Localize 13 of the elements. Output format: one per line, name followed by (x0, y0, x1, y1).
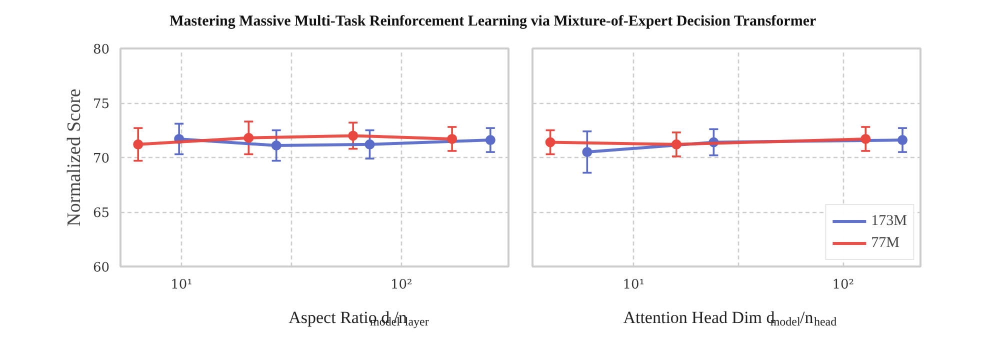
x-tick-label: 10¹ (622, 278, 645, 292)
y-tick-label: 80 (92, 42, 110, 58)
legend-label: 173M (871, 212, 907, 230)
legend-label: 77M (871, 234, 900, 252)
chart-title: Mastering Massive Multi-Task Reinforcement Learning via Mixture-of-Expert Decision Transformer (170, 13, 816, 30)
y-tick-label: 70 (92, 152, 110, 166)
x-tick-label: 10¹ (170, 278, 192, 292)
x-tick-label: 10² (832, 278, 854, 292)
y-tick-label: 60 (92, 260, 110, 276)
y-tick-label: 75 (92, 97, 110, 112)
x-tick-label: 10² (390, 278, 412, 292)
y-axis-title: Normalized Score (64, 88, 85, 226)
y-tick-label: 65 (92, 206, 110, 221)
